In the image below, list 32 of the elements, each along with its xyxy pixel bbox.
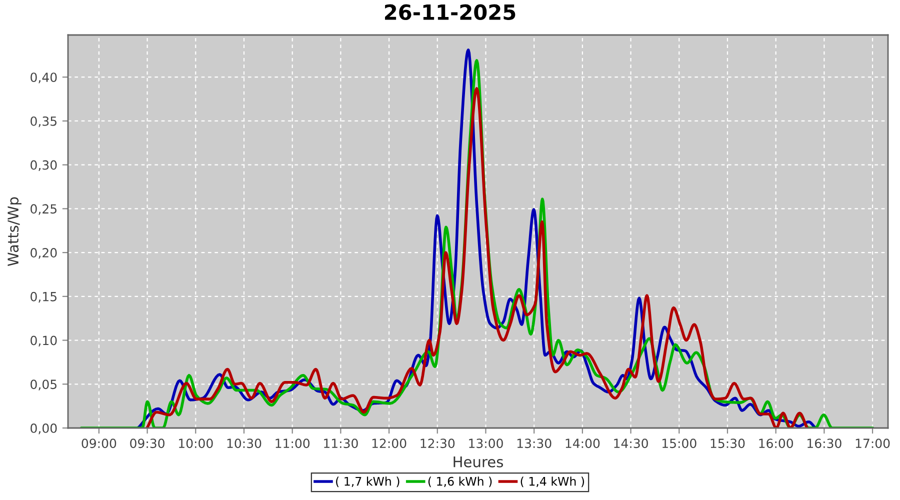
x-tick-label: 14:00 (566, 438, 600, 448)
x-tick-label: 10:30 (227, 438, 262, 448)
y-tick-label: 0,10 (30, 336, 57, 346)
x-axis-title: Heures (454, 456, 503, 468)
y-tick-label: 0,40 (30, 72, 57, 84)
chart-title: 26-11-2025 (385, 4, 516, 20)
x-tick-label: 10:00 (179, 438, 213, 448)
x-tick-label: 15:00 (662, 438, 696, 448)
x-tick-label: 11:30 (324, 438, 358, 448)
x-tick-label: 11:00 (276, 438, 310, 448)
y-tick-label: 0,20 (30, 248, 57, 259)
x-tick-label: 12:30 (420, 438, 455, 448)
legend-label: ( 1,7 kWh ) (336, 476, 400, 488)
y-tick-label: 0,30 (30, 160, 57, 172)
x-tick-label: 13:30 (517, 438, 552, 448)
x-tick-label: 09:00 (82, 438, 116, 448)
y-axis-title: Watts/Wp (8, 197, 22, 266)
x-tick-label: 13:00 (469, 438, 503, 448)
legend-label: ( 1,4 kWh ) (520, 476, 584, 488)
x-tick-label: 16:30 (808, 438, 842, 448)
y-tick-label: 0,15 (30, 292, 56, 303)
x-tick-label: 17:00 (856, 438, 890, 448)
y-tick-label: 0,35 (30, 116, 56, 128)
y-tick-label: 0,25 (30, 204, 56, 215)
legend-label: ( 1,6 kWh ) (428, 476, 492, 488)
x-tick-label: 09:30 (130, 438, 164, 448)
y-tick-label: 0,05 (30, 380, 56, 390)
x-tick-label: 12:00 (372, 438, 406, 448)
x-tick-label: 16:00 (759, 438, 794, 448)
x-tick-label: 14:30 (614, 438, 648, 448)
x-tick-label: 15:30 (710, 438, 745, 448)
y-tick-label: 0,00 (30, 423, 57, 434)
